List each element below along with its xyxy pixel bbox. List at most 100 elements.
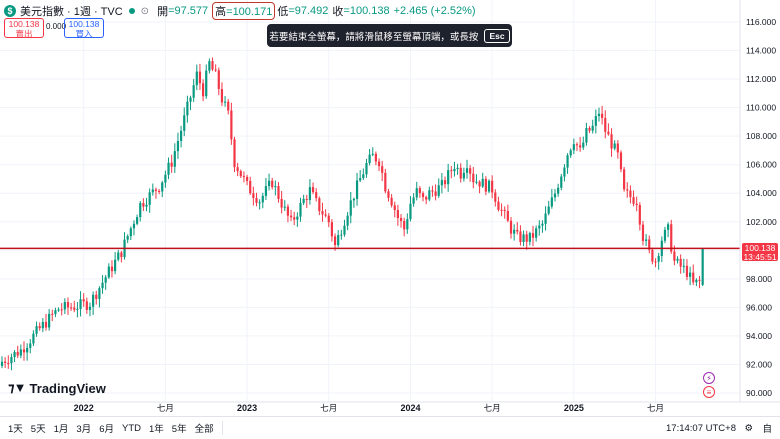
range-5d[interactable]: 5天 <box>30 424 46 435</box>
high-label: 高 <box>215 6 227 18</box>
x-tick-label: 2024 <box>400 403 420 413</box>
candle-body <box>255 198 258 203</box>
candle-body <box>195 71 198 86</box>
candle-body <box>440 180 443 186</box>
candle-body <box>481 178 484 187</box>
range-ytd[interactable]: YTD <box>121 422 141 434</box>
candle-body <box>211 61 214 70</box>
candle-body <box>10 357 13 364</box>
candle-body <box>393 205 396 211</box>
candle-body <box>456 167 459 169</box>
utc-clock[interactable]: 17:14:07 UTC+8 <box>666 422 736 434</box>
low-value: =97.492 <box>288 5 329 17</box>
candle-body <box>120 252 123 258</box>
close-value: =100.138 <box>343 5 390 17</box>
candle-body <box>324 214 327 216</box>
y-tick-label: 96.000 <box>746 302 772 312</box>
candle-body <box>484 178 487 192</box>
price-axis[interactable]: 116.000 114.000 112.000 110.000 108.000 106.0… <box>739 0 777 402</box>
candle-body <box>7 362 10 364</box>
range-1m[interactable]: 1月 <box>53 424 69 435</box>
range-5y[interactable]: 5年 <box>171 424 187 435</box>
candle-body <box>428 190 431 200</box>
sell-button[interactable]: 100.138 賣出 <box>4 18 44 38</box>
time-axis[interactable]: 2022 七月 2023 七月 2024 七月 2025 七月 <box>0 401 780 413</box>
candle-body <box>415 188 418 198</box>
range-1d[interactable]: 1天 <box>8 424 23 435</box>
candle-body <box>698 279 701 281</box>
high-highlight: 高=100.171 <box>212 2 276 20</box>
range-all[interactable]: 全部 <box>194 424 214 435</box>
candle-body <box>374 153 377 162</box>
candle-body <box>164 174 167 183</box>
candle-body <box>289 215 293 218</box>
x-tick-label: 七月 <box>484 403 501 413</box>
candlestick-chart[interactable]: 116.000 114.000 112.000 110.000 108.000 106.0… <box>0 0 780 416</box>
dollar-logo-icon: $ <box>4 5 16 17</box>
candle-body <box>19 349 22 356</box>
candle-body <box>92 294 95 307</box>
candle-body <box>355 180 359 199</box>
candle-body <box>396 210 399 219</box>
candle-body <box>547 206 550 214</box>
candle-body <box>553 193 557 198</box>
candle-body <box>491 180 494 193</box>
candle-body <box>654 261 657 263</box>
candle-body <box>613 143 616 149</box>
symbol-title[interactable]: 美元指數 · 1週 · TVC <box>20 6 123 18</box>
market-status-icon[interactable] <box>128 8 135 14</box>
gear-icon[interactable]: ⚙ <box>744 422 753 434</box>
candle-body <box>26 347 29 353</box>
toast-text: 若要結束全螢幕，請將滑鼠移至螢幕頂端，或長按 <box>269 31 479 43</box>
candle-body <box>333 236 337 246</box>
candle-body <box>258 202 261 204</box>
candle-body <box>321 211 324 215</box>
y-tick-label: 90.000 <box>746 388 772 398</box>
fullscreen-toast: 若要結束全螢幕，請將滑鼠移至螢幕頂端，或長按 Esc <box>267 24 512 47</box>
candle-body <box>29 343 32 348</box>
candle-body <box>516 229 519 232</box>
buy-button[interactable]: 100.138 買入 <box>64 18 104 38</box>
range-1y[interactable]: 1年 <box>148 424 164 435</box>
us-flag-event-icon[interactable]: ≡ <box>703 386 715 398</box>
candle-body <box>189 97 192 102</box>
candle-body <box>541 223 544 226</box>
candle-body <box>509 220 513 234</box>
range-3m[interactable]: 3月 <box>76 424 92 435</box>
candle-body <box>132 223 136 229</box>
close-label: 收 <box>332 6 344 18</box>
eye-icon[interactable]: ⊙ <box>140 5 150 17</box>
candle-body <box>588 128 591 131</box>
candle-body <box>667 224 670 230</box>
candle-body <box>302 198 305 203</box>
candle-body <box>201 83 205 97</box>
candle-body <box>48 313 51 328</box>
candle-body <box>663 229 667 241</box>
candle-body <box>264 186 268 196</box>
candle-body <box>390 197 393 206</box>
candle-body <box>88 306 92 310</box>
lightning-event-icon[interactable]: ⚡ <box>703 372 715 384</box>
change-value: +2.465 (+2.52%) <box>393 5 476 17</box>
candle-body <box>101 282 104 289</box>
candle-body <box>217 70 220 90</box>
tradingview-logo[interactable]: ⁊▼ TradingView <box>8 380 106 396</box>
candle-body <box>616 143 619 153</box>
candle-body <box>418 188 421 194</box>
candle-body <box>670 224 673 252</box>
candle-body <box>13 351 16 358</box>
candle-body <box>695 279 698 283</box>
candle-body <box>230 110 233 140</box>
x-tick-label: 2025 <box>564 403 584 413</box>
x-tick-label: 2022 <box>74 403 94 413</box>
candle-body <box>293 217 296 220</box>
range-6m[interactable]: 6月 <box>99 424 114 435</box>
candle-body <box>4 361 7 363</box>
candle-body <box>208 61 211 71</box>
candle-body <box>214 69 217 71</box>
y-tick-label: 116.000 <box>746 17 776 27</box>
auto-scale-button[interactable]: 自 <box>762 424 772 435</box>
last-price-value: 100.138 <box>744 243 776 253</box>
candle-body <box>252 193 255 199</box>
candle-body <box>95 294 98 299</box>
